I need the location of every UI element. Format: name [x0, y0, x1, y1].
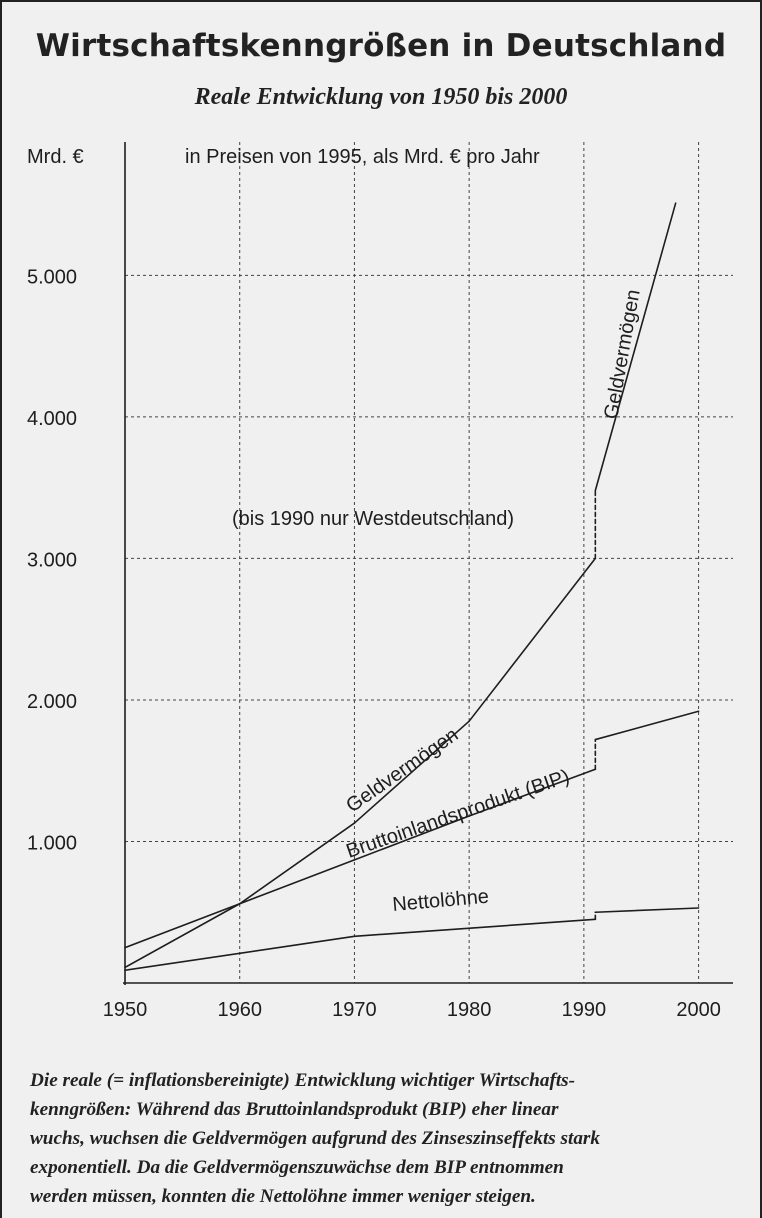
series-line-segment: [124, 902, 241, 969]
series-line-segment: [353, 815, 470, 861]
series-line-segment: [124, 935, 356, 972]
caption-line: exponentiell. Da die Geldvermögenszuwäch…: [30, 1157, 564, 1178]
series-line-segment: [238, 859, 356, 905]
x-tick-label: 1950: [103, 999, 148, 1021]
x-tick-label: 1960: [217, 999, 262, 1021]
series-line-segment: [594, 710, 700, 741]
region-note: (bis 1990 nur Westdeutschland): [232, 508, 514, 530]
line-chart: 1.000 2.000 3.000 4.000 5.000 1950 1960 1970 198…: [27, 142, 733, 1021]
caption-line: kenngrößen: Während das Bruttoinlandspro…: [30, 1099, 559, 1120]
series-line-segment: [124, 902, 241, 949]
x-tick-label: 1980: [447, 999, 492, 1021]
x-tick-label: 1990: [562, 999, 607, 1021]
caption-line: wuchs, wuchsen die Geldvermögen aufgrund…: [30, 1128, 600, 1149]
x-tick-label: 2000: [676, 999, 721, 1021]
series-annotation: Geldvermögen: [342, 724, 462, 817]
series-line-segment: [353, 918, 597, 938]
series-line-segment: [468, 768, 597, 817]
series-annotation: Geldvermögen: [600, 288, 644, 421]
series-line-segment: [353, 720, 470, 824]
y-tick-label: 5.000: [27, 266, 77, 288]
y-tick-label: 1.000: [27, 832, 77, 854]
y-tick-label: 2.000: [27, 691, 77, 713]
unit-note: in Preisen von 1995, als Mrd. € pro Jahr: [185, 146, 540, 168]
series-line-segment: [594, 907, 700, 914]
series-line-segment: [238, 822, 356, 905]
y-tick-label: 3.000: [27, 549, 77, 571]
x-tick-label: 1970: [332, 999, 377, 1021]
caption-line: werden müssen, konnten die Nettolöhne im…: [30, 1186, 536, 1207]
caption-line: Die reale (= inflationsbereinigte) Entwi…: [30, 1070, 576, 1091]
series-line-segment: [594, 202, 677, 492]
y-tick-label: 4.000: [27, 408, 77, 430]
series-annotation: Nettolöhne: [392, 886, 490, 916]
chart-title: Wirtschaftskenngrößen in Deutschland: [35, 28, 727, 64]
series-line-segment: [468, 557, 597, 722]
y-axis-label: Mrd. €: [27, 146, 84, 168]
figure-caption: Die reale (= inflationsbereinigte) Entwi…: [30, 1066, 730, 1211]
chart-subtitle: Reale Entwicklung von 1950 bis 2000: [194, 84, 568, 110]
